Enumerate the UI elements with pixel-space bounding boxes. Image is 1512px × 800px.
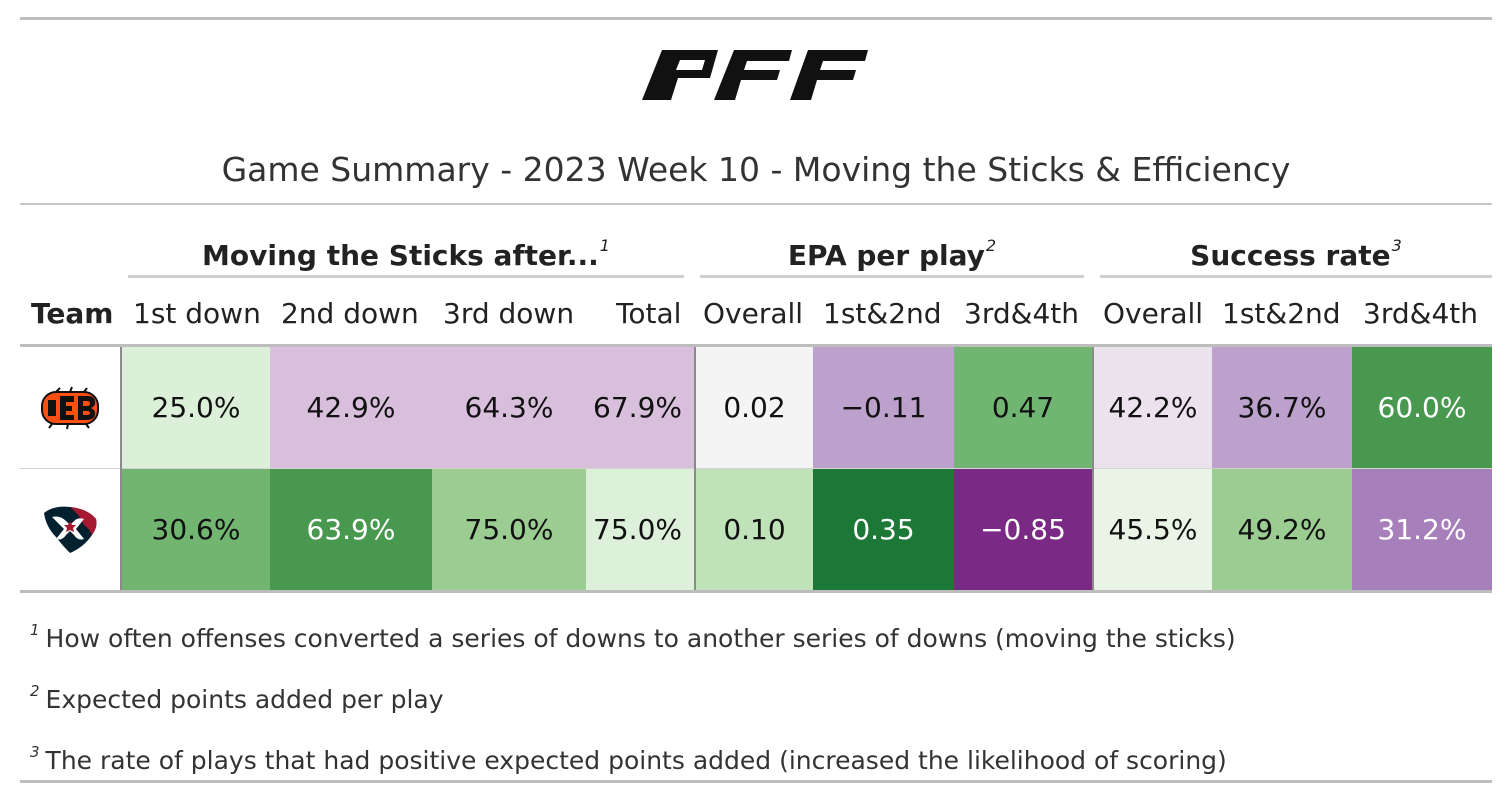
footnote-mark: 2 [30, 682, 40, 700]
column-header: Overall [1103, 297, 1204, 330]
row-separator [20, 468, 1492, 469]
footnote-mark: 1 [599, 236, 610, 255]
footnote-1: 1 How often offenses converted a series o… [30, 614, 1236, 655]
column-header-team: Team [31, 297, 114, 330]
data-cell: 36.7% [1212, 347, 1352, 468]
spanner-success-rate: Success rate3 [1100, 224, 1492, 272]
footnote-mark: 2 [985, 236, 997, 255]
spanner-label: EPA per play [787, 239, 985, 272]
footnote-mark: 3 [1391, 236, 1402, 255]
spanner-label: Success rate [1190, 239, 1391, 272]
data-cell: 31.2% [1352, 469, 1492, 590]
data-cell: 60.0% [1352, 347, 1492, 468]
footnote-mark: 3 [30, 743, 40, 761]
texans-logo-icon [44, 506, 97, 553]
column-header: 3rd&4th [1363, 297, 1478, 330]
footnote-text: Expected points added per play [45, 685, 444, 714]
body-bottom-rule [20, 590, 1492, 593]
data-cell: 42.2% [1094, 347, 1212, 468]
table-title: Game Summary - 2023 Week 10 - Moving the… [221, 150, 1291, 189]
footnote-2: 2 Expected points added per play [30, 675, 444, 716]
column-divider [120, 347, 122, 590]
data-cell: 25.0% [122, 347, 270, 468]
spanner-underline [700, 275, 1084, 278]
column-header: 3rd&4th [964, 297, 1079, 330]
column-header: 1st&2nd [1222, 297, 1341, 330]
spanner-underline [128, 275, 684, 278]
data-cell: 42.9% [270, 347, 432, 468]
column-divider [694, 347, 696, 590]
data-cell: 30.6% [122, 469, 270, 590]
footnote-text: How often offenses converted a series of… [45, 624, 1236, 653]
spanner-label: Moving the Sticks after... [202, 239, 599, 272]
data-cell: 0.10 [696, 469, 813, 590]
data-cell: 49.2% [1212, 469, 1352, 590]
bottom-rule [20, 780, 1492, 783]
data-cell: 63.9% [270, 469, 432, 590]
column-header: 3rd down [443, 297, 575, 330]
data-cell: −0.85 [954, 469, 1092, 590]
footnote-mark: 1 [30, 621, 40, 639]
top-rule [20, 17, 1492, 20]
column-header: 1st down [133, 297, 261, 330]
data-cell: −0.11 [813, 347, 954, 468]
column-header: 1st&2nd [823, 297, 942, 330]
footnote-text: The rate of plays that had positive expe… [45, 746, 1227, 775]
team-cell [20, 347, 120, 468]
column-header: Total [616, 297, 682, 330]
data-cell: 45.5% [1094, 469, 1212, 590]
data-cell: 75.0% [586, 469, 694, 590]
column-divider [1092, 347, 1094, 590]
data-cell: 64.3% [432, 347, 586, 468]
data-cell: 67.9% [586, 347, 694, 468]
data-cell: 0.02 [696, 347, 813, 468]
footnote-3: 3 The rate of plays that had positive exp… [30, 736, 1227, 777]
team-cell [20, 469, 120, 590]
header-rule [20, 344, 1492, 347]
bengals-logo-icon [41, 386, 99, 429]
data-cell: 0.35 [813, 469, 954, 590]
column-header: 2nd down [281, 297, 419, 330]
title-rule [20, 203, 1492, 205]
column-header: Overall [703, 297, 804, 330]
pff-logo [642, 50, 868, 100]
data-cell: 0.47 [954, 347, 1092, 468]
spanner-underline [1100, 275, 1492, 278]
spanner-moving-sticks: Moving the Sticks after...1 [128, 224, 684, 272]
spanner-epa: EPA per play2 [700, 224, 1084, 272]
data-cell: 75.0% [432, 469, 586, 590]
